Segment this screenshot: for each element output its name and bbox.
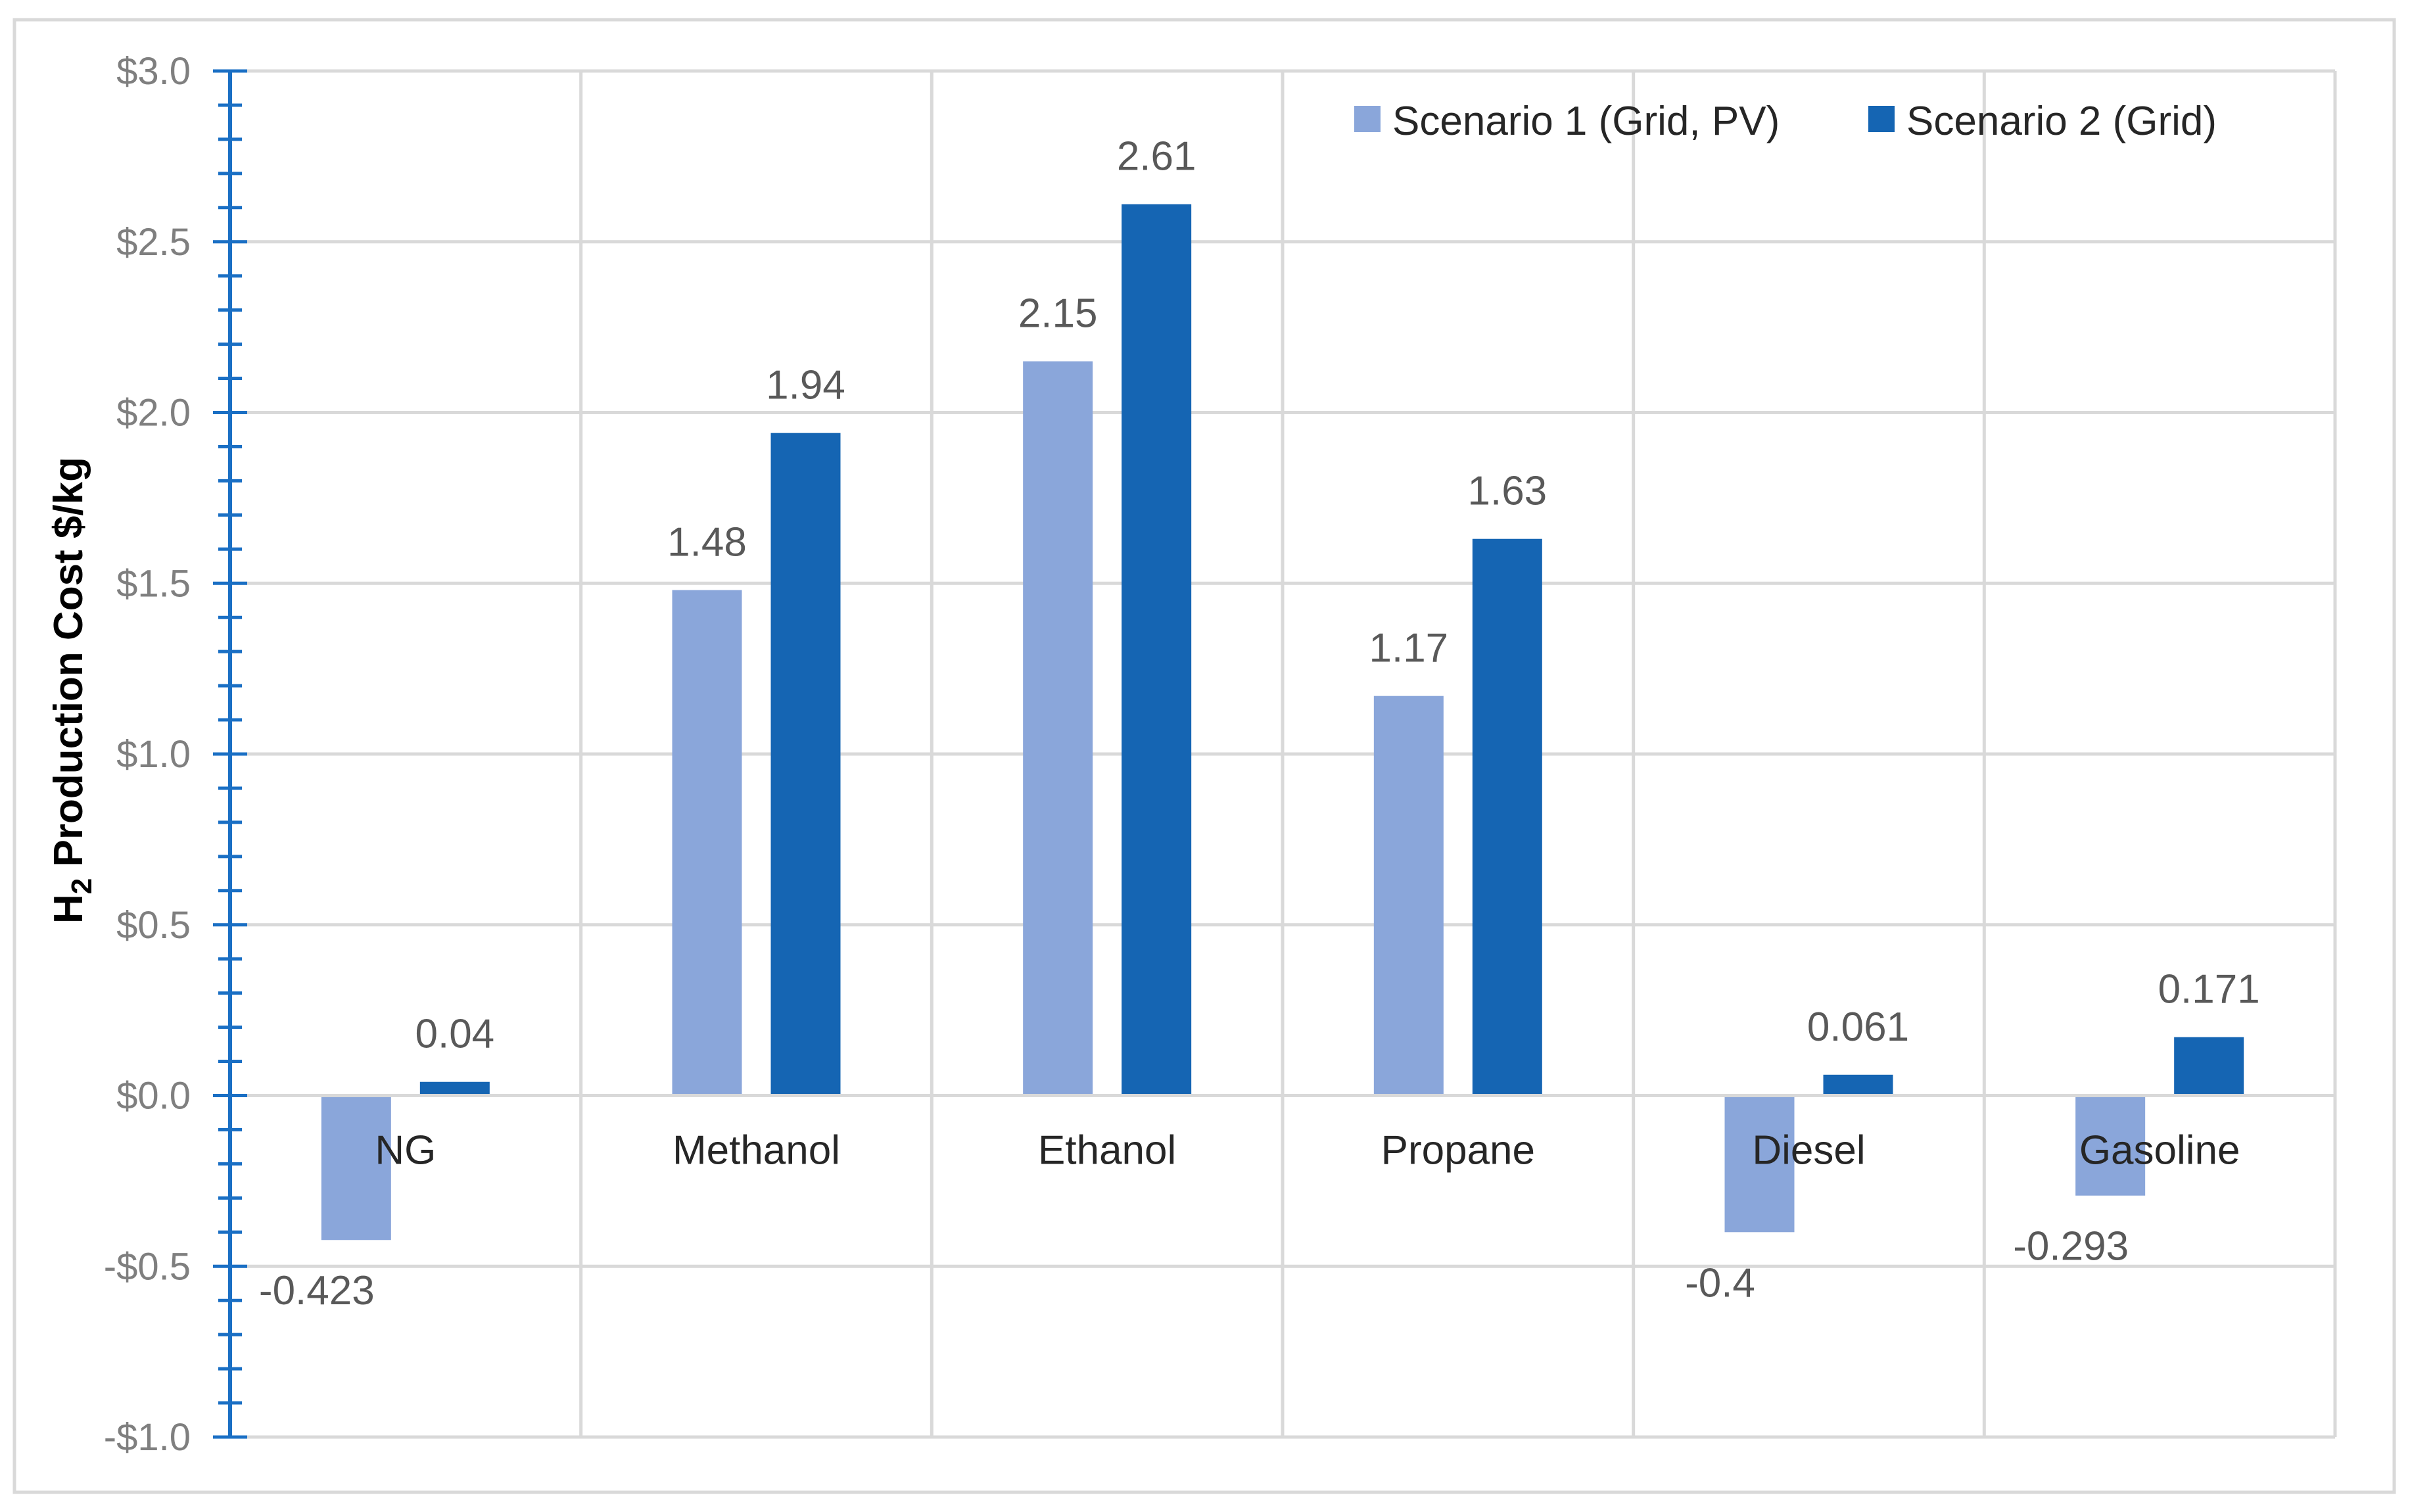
y-tick-label: $3.0 xyxy=(116,50,191,93)
data-label: 2.15 xyxy=(1018,291,1098,337)
y-tick-label: $0.0 xyxy=(116,1075,191,1118)
data-label: -0.4 xyxy=(1685,1260,1755,1306)
label-layer: $3.0 $2.5 $2.0 $1.5 $1.0 $0.5 $0.0 -$0.5 -$1.0 NG… xyxy=(104,50,2260,1459)
bar xyxy=(419,1081,490,1096)
data-label: -0.293 xyxy=(2013,1224,2129,1269)
bar xyxy=(1023,361,1093,1096)
category-label: Propane xyxy=(1381,1128,1535,1173)
bar xyxy=(1373,696,1444,1096)
bar xyxy=(1122,204,1192,1096)
bar xyxy=(2174,1037,2244,1096)
data-label: 0.061 xyxy=(1807,1004,1909,1050)
bar xyxy=(672,590,742,1096)
bar xyxy=(1823,1074,1893,1096)
bar xyxy=(770,433,841,1096)
y-tick-label: -$0.5 xyxy=(104,1245,191,1288)
axis-layer xyxy=(213,69,2335,1439)
y-tick-label: $0.5 xyxy=(116,904,191,947)
data-label: 1.94 xyxy=(766,363,845,408)
legend-layer: Scenario 1 (Grid, PV) Scenario 2 (Grid) xyxy=(1354,99,2217,144)
category-label: NG xyxy=(375,1128,436,1173)
category-label: Diesel xyxy=(1752,1128,1865,1173)
bar xyxy=(2075,1095,2146,1196)
data-label: 0.04 xyxy=(415,1012,494,1057)
bar xyxy=(321,1095,391,1240)
data-label: 2.61 xyxy=(1117,134,1196,179)
legend-swatch xyxy=(1354,106,1381,132)
legend-label: Scenario 2 (Grid) xyxy=(1906,99,2217,144)
y-tick-label: $2.5 xyxy=(116,221,191,264)
bar xyxy=(1472,538,1542,1096)
y-tick-label: $1.5 xyxy=(116,562,191,605)
y-axis-title: H2 Production Cost $/kg xyxy=(46,457,98,924)
category-label: Gasoline xyxy=(2079,1128,2240,1173)
legend-swatch xyxy=(1868,106,1895,132)
data-label: 0.171 xyxy=(2158,967,2260,1012)
category-label: Ethanol xyxy=(1038,1128,1176,1173)
data-label: 1.48 xyxy=(667,520,747,565)
y-tick-label: $2.0 xyxy=(116,392,191,435)
bar xyxy=(1724,1095,1795,1233)
chart-frame xyxy=(12,18,2396,1494)
category-label: Methanol xyxy=(673,1128,840,1173)
y-tick-label: $1.0 xyxy=(116,733,191,776)
data-label: 1.17 xyxy=(1369,626,1448,671)
data-label: 1.63 xyxy=(1467,469,1547,514)
legend-label: Scenario 1 (Grid, PV) xyxy=(1392,99,1780,144)
bar-layer xyxy=(321,204,2244,1240)
y-tick-label: -$1.0 xyxy=(104,1416,191,1459)
data-label: -0.423 xyxy=(259,1268,375,1313)
